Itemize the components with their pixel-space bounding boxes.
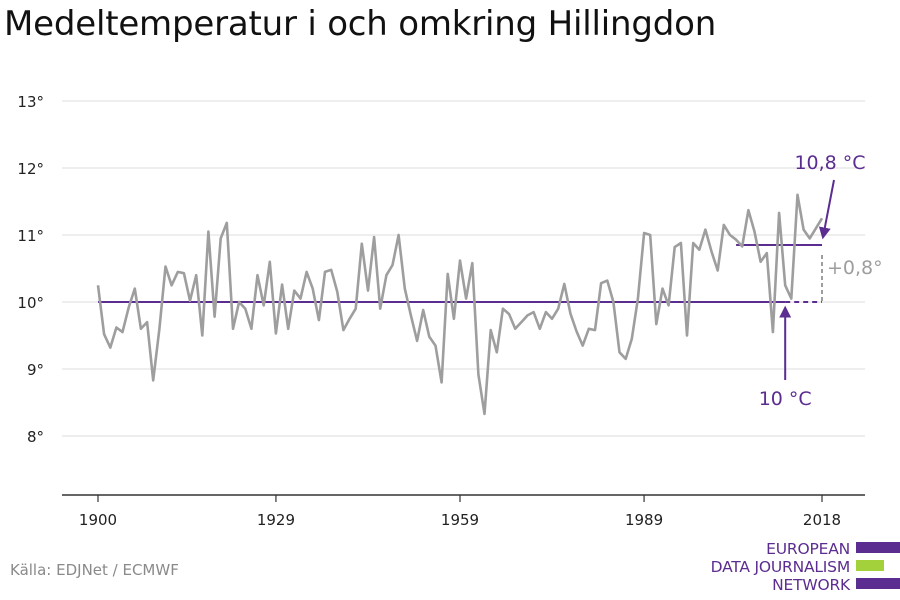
y-tick-label: 9° [27,361,44,379]
x-tick-label: 1900 [79,511,117,529]
x-tick-label: 2018 [803,511,841,529]
logo-bar-green [856,560,884,571]
x-tick-label: 1959 [441,511,479,529]
source-note: Källa: EDJNet / ECMWF [10,561,179,579]
baseline-label: 10 °C [759,388,812,410]
logo-bar-purple-top [856,542,900,553]
y-tick-label: 12° [17,160,44,178]
y-tick-label: 11° [17,227,44,245]
edjnet-logo[interactable]: EUROPEAN DATA JOURNALISM NETWORK [700,540,900,598]
x-tick-label: 1929 [257,511,295,529]
series-line [96,193,824,416]
temperature-chart: 8° 9° 10° 11° 12° 13° 1900 1929 1959 1989 2018 +0,8… [17,93,883,529]
y-tick-label: 13° [17,93,44,111]
difference-label: +0,8° [827,257,883,279]
x-tick-label: 1989 [625,511,663,529]
recent-arrow [818,179,835,240]
logo-line-3: NETWORK [772,576,850,594]
logo-line-1: EUROPEAN [766,540,850,558]
logo-line-2: DATA JOURNALISM [710,558,851,576]
logo-bar-purple-bottom [856,578,900,589]
page-title: Medeltemperatur i och omkring Hillingdon [4,4,717,44]
recent-label: 10,8 °C [794,152,865,174]
y-tick-label: 8° [27,428,44,446]
y-tick-label: 10° [17,294,44,312]
